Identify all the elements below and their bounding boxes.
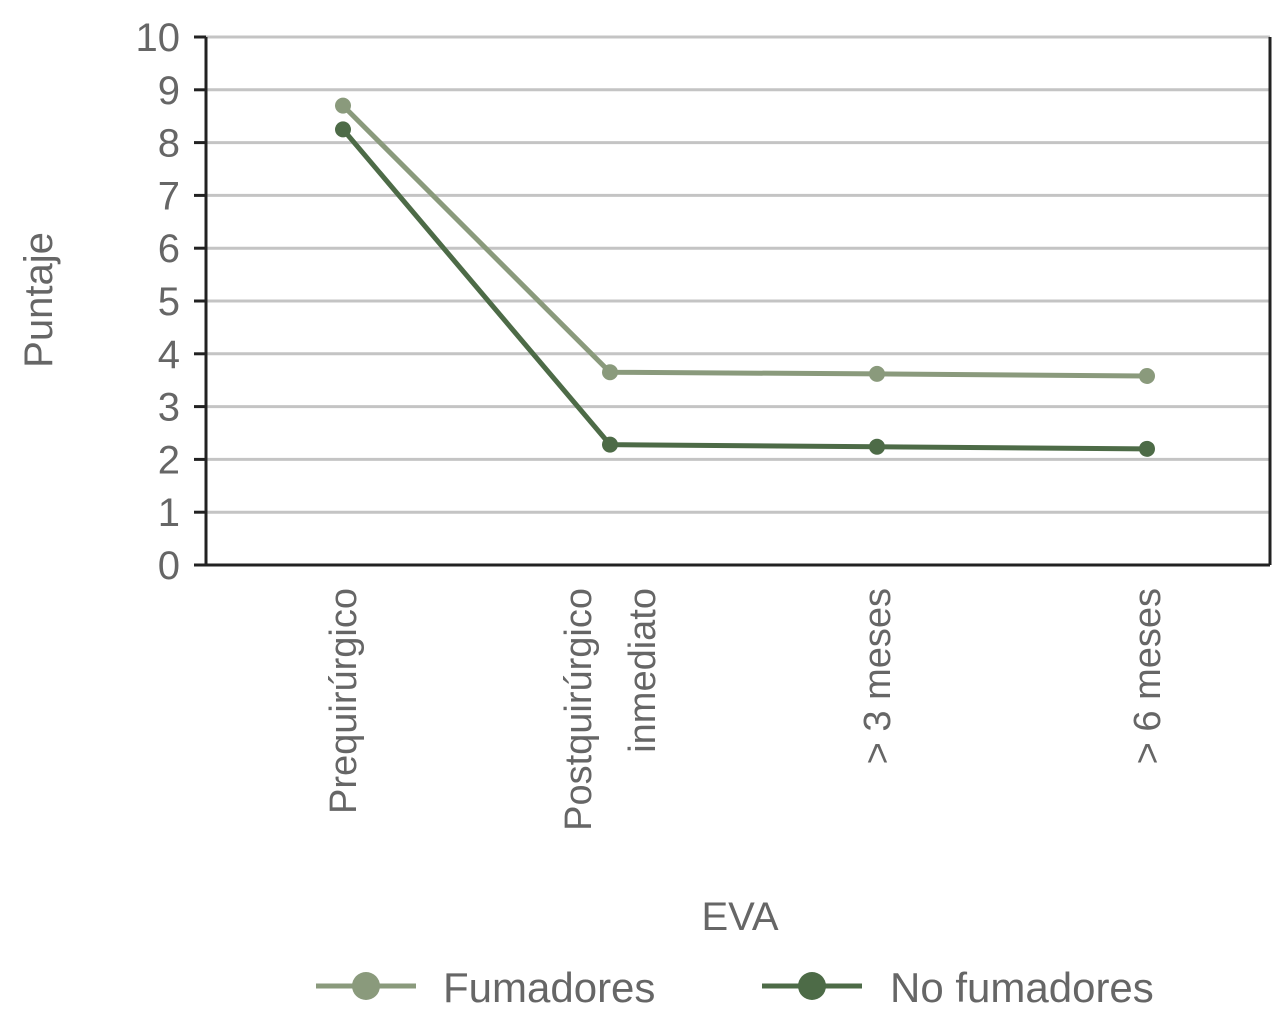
- y-axis-label: Puntaje: [17, 232, 61, 368]
- y-tick-label: 10: [136, 16, 181, 60]
- series-fumadores: [335, 97, 1155, 384]
- series-line: [341, 103, 1148, 379]
- y-tick-label: 1: [158, 491, 180, 535]
- data-point: [869, 365, 885, 382]
- gridlines: [194, 35, 1270, 567]
- y-tick-label: 2: [158, 438, 180, 482]
- x-tick-label: > 3 meses: [857, 588, 899, 764]
- data-point: [602, 364, 618, 381]
- y-tick-label: 5: [158, 280, 180, 324]
- y-tick-label: 7: [158, 174, 180, 218]
- y-tick-labels: 0 1 2 3 4 5 6 7 8 9 10: [136, 16, 181, 588]
- x-axis-label: EVA: [701, 895, 778, 939]
- y-tick-label: 0: [158, 544, 180, 588]
- x-tick-label: > 6 meses: [1127, 588, 1169, 764]
- x-tick-label: Postquirúrgico: [558, 588, 600, 831]
- data-point: [1139, 440, 1155, 457]
- y-tick-label: 4: [158, 333, 180, 377]
- axes: [204, 37, 1272, 567]
- series: [335, 97, 1155, 457]
- y-tick-label: 3: [158, 386, 180, 430]
- x-tick-label: Prequirúrgico: [323, 588, 365, 814]
- data-point: [335, 97, 351, 114]
- legend-marker-no-fumadores: [798, 972, 826, 1000]
- y-tick-label: 8: [158, 122, 180, 166]
- legend-label-fumadores: Fumadores: [443, 964, 655, 1011]
- legend-marker-fumadores: [352, 972, 380, 1000]
- data-point: [869, 438, 885, 455]
- data-point: [1139, 367, 1155, 384]
- x-tick-label: inmediato: [622, 588, 664, 753]
- legend: Fumadores No fumadores: [316, 964, 1154, 1011]
- legend-label-no-fumadores: No fumadores: [890, 964, 1154, 1011]
- data-point: [602, 436, 618, 453]
- y-tick-label: 9: [158, 69, 180, 113]
- series-no-fumadores: [335, 121, 1155, 457]
- x-tick-labels: Prequirúrgico Postquirúrgico inmediato > 3 …: [323, 588, 1169, 831]
- data-point: [335, 121, 351, 138]
- series-line: [341, 127, 1148, 452]
- y-tick-label: 6: [158, 227, 180, 271]
